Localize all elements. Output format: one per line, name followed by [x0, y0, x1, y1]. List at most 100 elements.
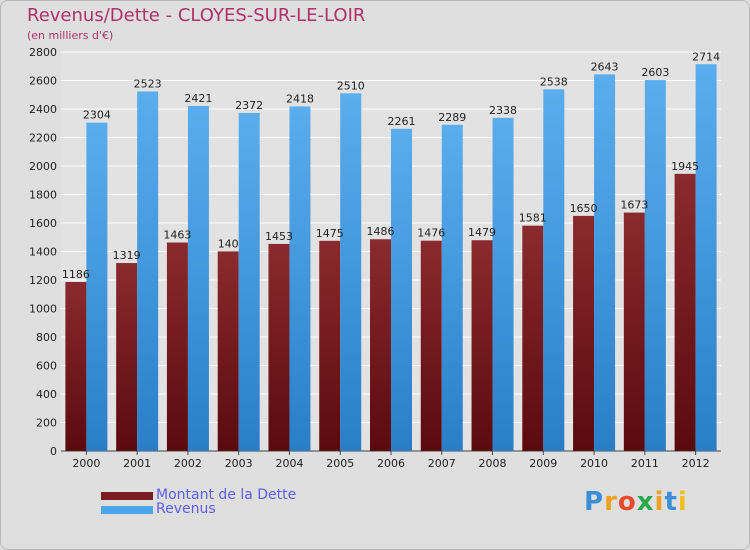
data-label-dette: 1453 [265, 230, 293, 243]
bar-dette [674, 173, 696, 451]
legend-swatch-revenus [101, 506, 153, 514]
y-tick-label: 2000 [29, 160, 57, 173]
logo-letter: x [636, 487, 655, 517]
data-label-revenus: 2523 [134, 77, 162, 90]
x-tick-label: 2006 [377, 457, 405, 470]
logo-letter: r [604, 487, 618, 517]
legend-label-dette: Montant de la Dette [156, 487, 297, 503]
x-tick-label: 2009 [529, 457, 557, 470]
bar-revenus [441, 124, 463, 451]
bar-dette [471, 240, 493, 451]
x-tick-label: 2011 [631, 457, 659, 470]
bar-revenus [238, 112, 260, 452]
bar-revenus [492, 117, 514, 452]
x-tick-label: 2002 [174, 457, 202, 470]
bar-revenus [543, 89, 565, 452]
data-label-revenus: 2418 [286, 92, 314, 105]
data-label-dette: 1319 [113, 249, 141, 262]
x-axis-ticks: 2000 2001 2002 2003 2004 2005 2006 2007 2008 2009… [72, 451, 710, 470]
data-label-revenus: 2372 [235, 99, 263, 112]
x-tick-label: 2000 [72, 457, 100, 470]
data-label-dette: 1673 [620, 199, 648, 212]
logo-letter: t [664, 487, 678, 517]
data-label-dette: 1650 [570, 202, 598, 215]
data-label-revenus: 2510 [337, 79, 365, 92]
bar-dette [166, 242, 188, 451]
bar-revenus [695, 64, 717, 451]
data-label-revenus: 2289 [438, 111, 466, 124]
bar-revenus [391, 128, 412, 451]
bar-dette [573, 215, 595, 451]
logo-letter: o [617, 487, 637, 517]
data-label-dette: 1186 [62, 268, 90, 281]
x-tick-label: 2005 [326, 457, 354, 470]
data-label-dette: 1945 [671, 160, 699, 173]
y-tick-label: 200 [36, 417, 57, 430]
y-tick-label: 1800 [29, 189, 57, 202]
legend-label-revenus: Revenus [156, 501, 216, 517]
data-label-revenus: 2714 [692, 50, 720, 63]
data-label-revenus: 2261 [388, 115, 416, 128]
bar-dette [623, 212, 645, 451]
bar-revenus [86, 122, 108, 452]
y-tick-label: 600 [36, 360, 57, 373]
data-labels: 1186 2304 1319 2523 1463 2421 140 2372 1453 2418 1… [62, 50, 720, 281]
bar-dette [370, 239, 391, 451]
y-tick-label: 1000 [29, 303, 57, 316]
bars [65, 64, 717, 452]
logo-letter: P [584, 487, 605, 517]
data-label-revenus: 2643 [591, 60, 619, 73]
y-tick-label: 1600 [29, 217, 57, 230]
data-label-dette: 1486 [367, 225, 395, 238]
y-tick-label: 2600 [29, 75, 57, 88]
data-label-dette: 1463 [163, 229, 191, 242]
data-label-dette: 1475 [316, 227, 344, 240]
x-tick-label: 2004 [275, 457, 303, 470]
bar-revenus [137, 91, 159, 451]
y-tick-label: 2400 [29, 103, 57, 116]
data-label-dette: 140 [218, 237, 239, 250]
y-tick-label: 0 [50, 445, 57, 458]
data-label-revenus: 2338 [489, 104, 517, 117]
x-tick-label: 2012 [682, 457, 710, 470]
bar-dette [420, 240, 442, 451]
bar-revenus [340, 93, 362, 451]
y-tick-label: 1200 [29, 274, 57, 287]
data-label-revenus: 2304 [83, 109, 111, 122]
bar-dette [268, 243, 290, 451]
bar-dette [319, 240, 341, 451]
x-tick-label: 2001 [123, 457, 151, 470]
data-label-dette: 1581 [519, 212, 547, 225]
bar-dette [217, 251, 239, 451]
y-tick-label: 400 [36, 388, 57, 401]
x-tick-label: 2007 [428, 457, 456, 470]
proxiti-logo: Proxiti [584, 487, 688, 517]
bar-revenus [289, 106, 311, 451]
legend-swatch-dette [101, 492, 153, 500]
chart-title: Revenus/Dette - CLOYES-SUR-LE-LOIR [27, 5, 366, 26]
y-tick-label: 800 [36, 331, 57, 344]
bar-revenus [594, 74, 616, 451]
bar-dette [522, 225, 544, 451]
x-tick-label: 2010 [580, 457, 608, 470]
chart-subtitle: (en milliers d'€) [27, 29, 114, 42]
bar-revenus [187, 106, 209, 451]
bar-dette [65, 281, 87, 451]
logo-letter: i [654, 487, 665, 517]
logo-letter: i [677, 487, 688, 517]
y-axis-ticks: 0 200 400 600 800 1000 1200 1400 1600 1800 2000 220… [29, 46, 57, 458]
bar-dette [116, 263, 138, 451]
x-tick-label: 2003 [225, 457, 253, 470]
y-tick-label: 1400 [29, 246, 57, 259]
y-tick-label: 2800 [29, 46, 57, 59]
data-label-revenus: 2538 [540, 75, 568, 88]
data-label-dette: 1476 [417, 227, 445, 240]
x-tick-label: 2008 [479, 457, 507, 470]
y-tick-label: 2200 [29, 132, 57, 145]
bar-revenus [644, 80, 666, 451]
data-label-dette: 1479 [468, 226, 496, 239]
data-label-revenus: 2421 [184, 92, 212, 105]
data-label-revenus: 2603 [641, 66, 669, 79]
